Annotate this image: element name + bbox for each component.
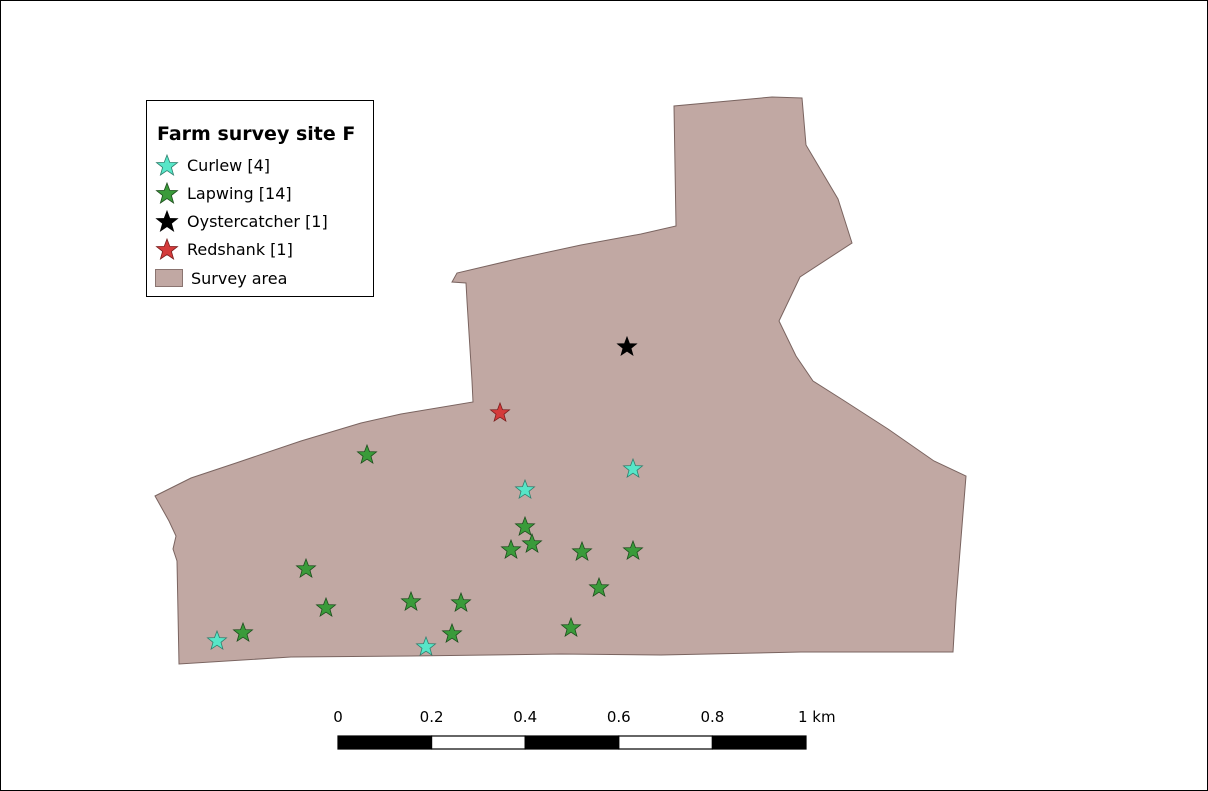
marker-lapwing[interactable]: [232, 621, 254, 643]
scale-label: 0.6: [607, 708, 631, 726]
marker-lapwing[interactable]: [622, 539, 644, 561]
star-icon: [155, 210, 179, 232]
legend-label-survey-area: Survey area: [191, 268, 288, 288]
polygon-swatch-icon: [155, 269, 183, 287]
star-icon: [155, 154, 179, 176]
legend-item-lapwing: Lapwing [14]: [155, 182, 292, 204]
marker-lapwing[interactable]: [571, 540, 593, 562]
marker-lapwing[interactable]: [400, 590, 422, 612]
scale-bar: 0 0.2 0.4 0.6 0.8 1 km: [333, 708, 836, 750]
legend-item-curlew: Curlew [4]: [155, 154, 270, 176]
scale-label: 1 km: [798, 708, 836, 726]
legend-label-redshank: Redshank [1]: [187, 239, 293, 259]
survey-area-polygon: [154, 96, 967, 665]
marker-lapwing[interactable]: [450, 591, 472, 613]
star-icon: [155, 182, 179, 204]
scale-segment: [711, 735, 807, 750]
marker-lapwing[interactable]: [356, 443, 378, 465]
marker-lapwing[interactable]: [514, 515, 536, 537]
legend-label-lapwing: Lapwing [14]: [187, 183, 292, 203]
marker-oystercatcher[interactable]: [616, 335, 638, 357]
marker-lapwing[interactable]: [295, 557, 317, 579]
scale-label: 0: [333, 708, 343, 726]
scale-label: 0.4: [513, 708, 537, 726]
marker-lapwing[interactable]: [500, 538, 522, 560]
scale-segment: [337, 735, 433, 750]
marker-lapwing[interactable]: [521, 532, 543, 554]
marker-lapwing[interactable]: [588, 576, 610, 598]
legend-title: Farm survey site F: [157, 123, 356, 145]
star-icon: [155, 238, 179, 260]
map-legend: Farm survey site F Curlew [4] Lapwing [1…: [146, 100, 374, 297]
marker-lapwing[interactable]: [315, 596, 337, 618]
legend-label-oystercatcher: Oystercatcher [1]: [187, 211, 328, 231]
marker-curlew[interactable]: [206, 629, 228, 651]
observation-markers: [206, 335, 644, 657]
scale-label: 0.2: [420, 708, 444, 726]
marker-lapwing[interactable]: [560, 616, 582, 638]
legend-item-oystercatcher: Oystercatcher [1]: [155, 210, 328, 232]
scale-label: 0.8: [700, 708, 724, 726]
scale-segment: [431, 735, 526, 750]
scale-segment: [524, 735, 620, 750]
marker-redshank[interactable]: [489, 401, 511, 423]
marker-curlew[interactable]: [415, 635, 437, 657]
marker-lapwing[interactable]: [441, 622, 463, 644]
legend-item-redshank: Redshank [1]: [155, 238, 293, 260]
legend-label-curlew: Curlew [4]: [187, 155, 271, 175]
legend-item-survey-area: Survey area: [155, 267, 287, 289]
scale-segment: [618, 735, 713, 750]
marker-curlew[interactable]: [622, 457, 644, 479]
marker-curlew[interactable]: [514, 478, 536, 500]
